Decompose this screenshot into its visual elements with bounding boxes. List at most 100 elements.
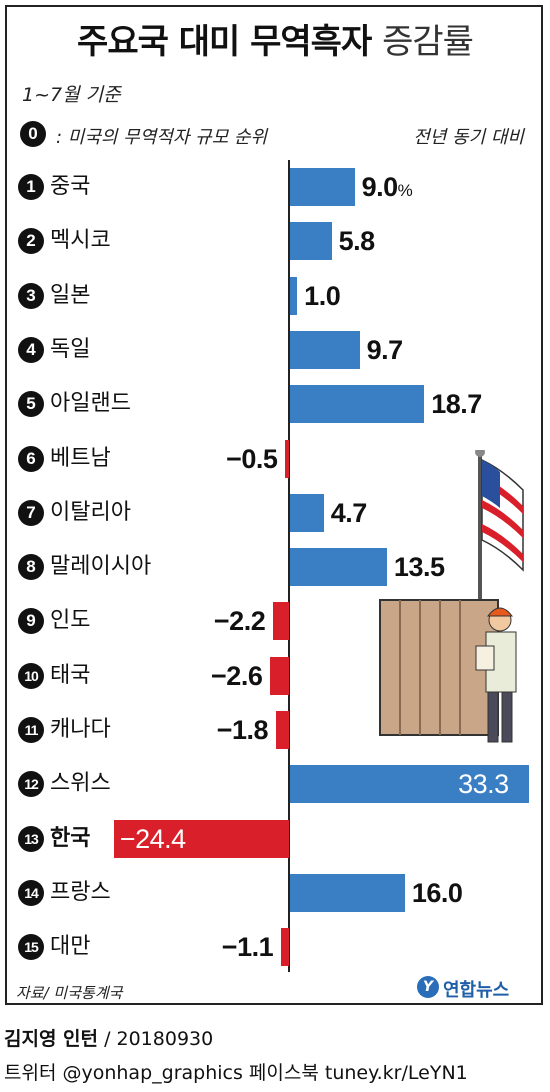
value-text: 33.3 bbox=[458, 769, 509, 799]
value-text: 13.5 bbox=[393, 552, 445, 582]
value-unit: % bbox=[397, 181, 413, 200]
row-label: 3 일본 bbox=[18, 281, 90, 311]
rank-badge: 8 bbox=[18, 554, 44, 580]
sns-line: 트위터 @yonhap_graphics 페이스북 tuney.kr/LeYN1 bbox=[4, 1062, 468, 1084]
value-label: −24.4 bbox=[120, 820, 186, 858]
value-text: 4.7 bbox=[330, 498, 368, 528]
row-label: 11 캐나다 bbox=[18, 715, 111, 745]
row-label: 9 인도 bbox=[18, 606, 90, 636]
credit-line: 김지영 인턴 / 20180930 bbox=[4, 1024, 213, 1051]
bar bbox=[290, 168, 355, 206]
category-label: 대만 bbox=[50, 934, 91, 959]
rank-badge: 2 bbox=[18, 228, 44, 254]
category-label: 말레이시아 bbox=[50, 554, 152, 579]
value-label: −0.5 bbox=[226, 440, 278, 478]
bar bbox=[285, 440, 289, 478]
rank-badge: 9 bbox=[18, 608, 44, 634]
yonhap-logo: Y 연합뉴스 bbox=[417, 974, 535, 1004]
zero-axis bbox=[288, 160, 290, 972]
value-label: −2.2 bbox=[213, 602, 266, 640]
value-label: 13.5 bbox=[394, 548, 445, 586]
category-label: 일본 bbox=[50, 283, 91, 308]
chart-title: 주요국 대미 무역흑자 증감률 bbox=[0, 14, 550, 63]
bar bbox=[290, 331, 360, 369]
value-text: −2.2 bbox=[213, 606, 266, 636]
value-text: −1.1 bbox=[221, 932, 274, 962]
value-text: −1.8 bbox=[216, 715, 269, 745]
us-flag-worker-cargo-icon bbox=[379, 450, 524, 743]
rank-badge: 6 bbox=[18, 446, 44, 472]
row-label: 5 아일랜드 bbox=[18, 389, 131, 419]
yonhap-logo-mark: Y bbox=[417, 976, 439, 998]
row-label: 1 중국 bbox=[18, 172, 90, 202]
rank-badge: 5 bbox=[18, 391, 44, 417]
value-text: 9.7 bbox=[366, 335, 404, 365]
row-label: 12 스위스 bbox=[18, 769, 111, 799]
value-label: 4.7 bbox=[330, 494, 368, 532]
bar bbox=[290, 385, 425, 423]
rank-badge: 14 bbox=[18, 880, 44, 906]
category-label: 중국 bbox=[50, 174, 91, 199]
value-text: 16.0 bbox=[411, 878, 463, 908]
value-label: −1.8 bbox=[216, 711, 269, 749]
value-label: 33.3 bbox=[458, 765, 509, 803]
value-label: 9.7 bbox=[366, 331, 404, 369]
bar bbox=[273, 602, 289, 640]
source-note: 자료/ 미국통계국 bbox=[16, 984, 123, 1002]
bar bbox=[290, 874, 405, 912]
bar bbox=[113, 820, 289, 858]
bar bbox=[281, 928, 289, 966]
legend-row: 0 : 미국의 무역적자 규모 순위 전년 동기 대비 bbox=[20, 121, 530, 151]
row-label: 14 프랑스 bbox=[18, 878, 111, 908]
period-note: 1~7월 기준 bbox=[22, 84, 121, 106]
category-label: 베트남 bbox=[50, 446, 111, 471]
category-label: 인도 bbox=[50, 608, 91, 633]
rank-badge: 10 bbox=[18, 663, 44, 689]
row-label: 15 대만 bbox=[18, 932, 90, 962]
bar bbox=[290, 277, 298, 315]
bar bbox=[290, 222, 332, 260]
value-text: −0.5 bbox=[226, 444, 278, 474]
value-label: −1.1 bbox=[221, 928, 274, 966]
rank-badge: 11 bbox=[18, 717, 44, 743]
category-label: 아일랜드 bbox=[50, 391, 131, 416]
category-label: 캐나다 bbox=[50, 717, 111, 742]
credit-author: 김지영 인턴 bbox=[4, 1028, 99, 1050]
value-label: 1.0 bbox=[304, 277, 341, 315]
bar bbox=[290, 765, 530, 803]
bar bbox=[290, 548, 387, 586]
category-label: 스위스 bbox=[50, 771, 111, 796]
value-text: 18.7 bbox=[431, 389, 482, 419]
row-label: 7 이탈리아 bbox=[18, 498, 131, 528]
title-sub: 증감률 bbox=[382, 22, 474, 62]
rank-badge: 3 bbox=[18, 283, 44, 309]
row-label: 13 한국 bbox=[18, 824, 90, 854]
rank-badge: 4 bbox=[18, 337, 44, 363]
category-label: 프랑스 bbox=[50, 880, 111, 905]
row-label: 2 멕시코 bbox=[18, 226, 111, 256]
title-main: 주요국 대미 무역흑자 bbox=[77, 22, 372, 62]
legend-rank-badge: 0 bbox=[20, 121, 46, 147]
value-text: −24.4 bbox=[119, 824, 186, 854]
bar bbox=[270, 657, 289, 695]
bar bbox=[290, 494, 324, 532]
yonhap-logo-text: 연합뉴스 bbox=[443, 980, 510, 1001]
value-text: 1.0 bbox=[304, 281, 341, 311]
credit-date: / 20180930 bbox=[104, 1028, 214, 1050]
row-label: 6 베트남 bbox=[18, 444, 111, 474]
legend-text: : 미국의 무역적자 규모 순위 bbox=[56, 127, 268, 148]
bar bbox=[276, 711, 289, 749]
value-label: 5.8 bbox=[338, 222, 376, 260]
value-label: 9.0% bbox=[362, 168, 413, 206]
row-label: 8 말레이시아 bbox=[18, 552, 151, 582]
value-text: 9.0 bbox=[361, 172, 399, 202]
comparison-note: 전년 동기 대비 bbox=[413, 127, 524, 148]
category-label: 이탈리아 bbox=[50, 500, 131, 525]
value-label: 16.0 bbox=[412, 874, 463, 912]
value-label: 18.7 bbox=[431, 385, 482, 423]
rank-badge: 1 bbox=[18, 174, 44, 200]
value-text: 5.8 bbox=[338, 226, 376, 256]
row-label: 4 독일 bbox=[18, 335, 90, 365]
rank-badge: 15 bbox=[18, 934, 44, 960]
value-text: −2.6 bbox=[211, 661, 263, 691]
